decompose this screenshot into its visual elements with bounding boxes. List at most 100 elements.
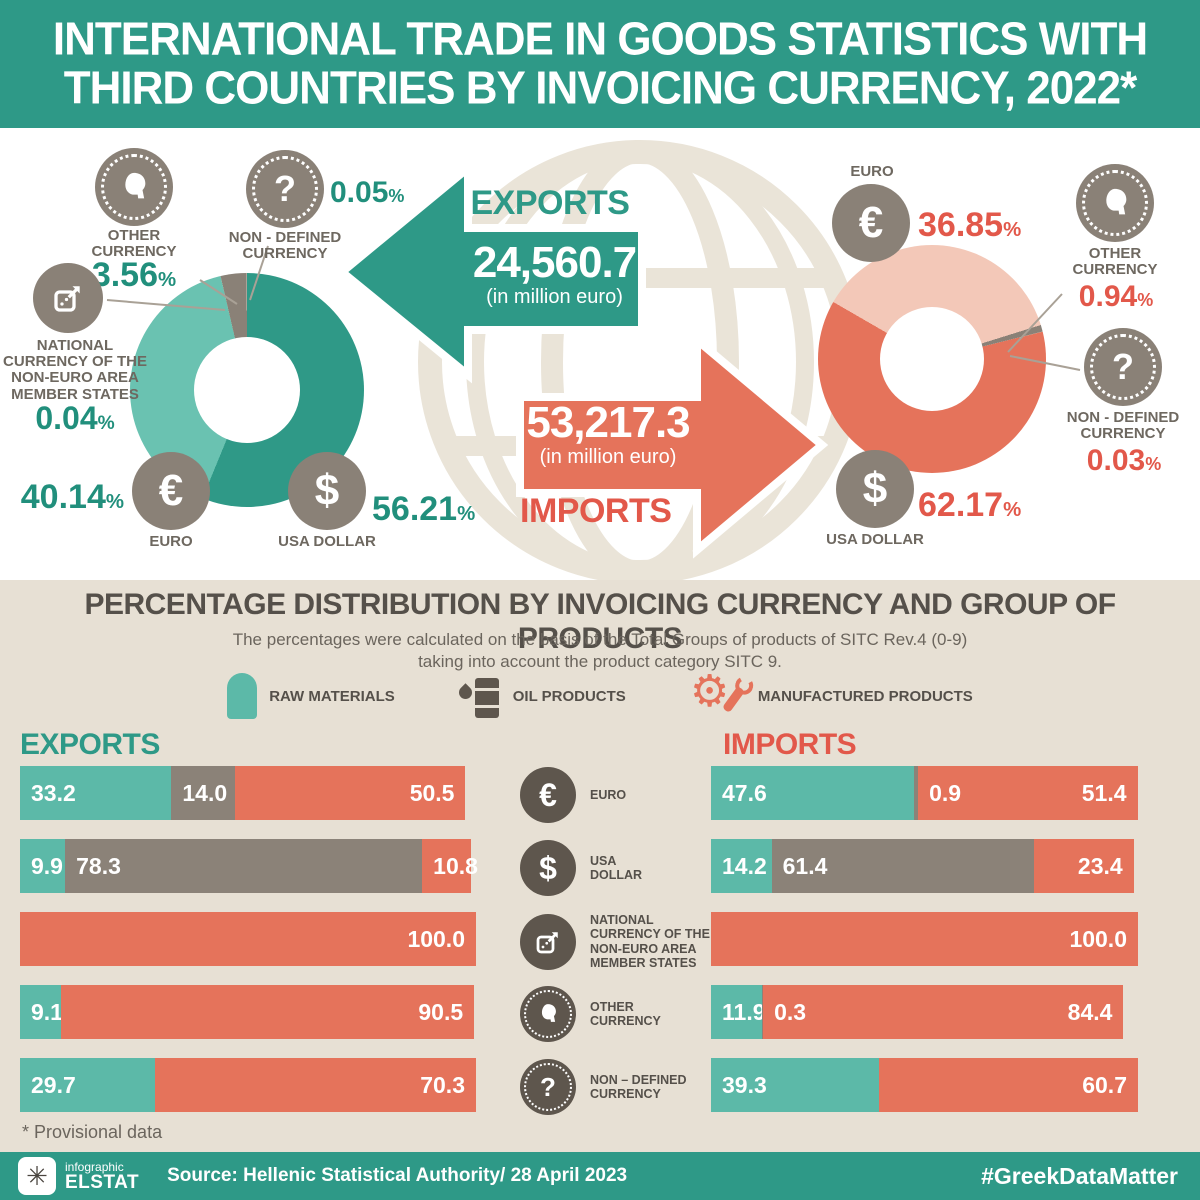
- bar-segment-oil: 61.4: [771, 839, 1034, 893]
- currency-label: OTHER CURRENCY: [590, 999, 661, 1028]
- stacked-bar-row: 11.9 0.3 84.4: [711, 985, 1124, 1039]
- imports-euro-value: 36.85%: [918, 206, 1022, 244]
- bar-value-label: 100.0: [1069, 925, 1127, 952]
- bar-segment-raw: 29.7: [20, 1058, 156, 1112]
- exports-other-currency-label: OTHER CURRENCY: [91, 227, 177, 261]
- bar-segment-man: 100.0: [711, 912, 1138, 966]
- bar-segment-raw: 14.2: [711, 839, 772, 893]
- bar-value-label: 61.4: [782, 852, 828, 879]
- elstat-logo: ✳: [18, 1157, 56, 1195]
- hashtag-text: #GreekDataMatter: [981, 1162, 1178, 1189]
- imports-usd-value: 62.17%: [918, 486, 1022, 524]
- bar-value-label: 100.0: [407, 925, 465, 952]
- exports-euro-value: 40.14%: [20, 478, 124, 516]
- imports-flow-note: (in million euro): [539, 446, 677, 468]
- exports-national-currency-value: 0.04%: [35, 400, 115, 436]
- imports-non-defined-value: 0.03%: [1086, 444, 1162, 477]
- bar-value-label: 39.3: [722, 1071, 767, 1098]
- stacked-bar-row: 9.9 78.3 10.8: [20, 839, 478, 893]
- bar-value-label: 14.2: [722, 852, 767, 879]
- bar-value-label: 33.2: [31, 779, 76, 806]
- bar-value-label: 90.5: [418, 998, 464, 1025]
- exports-bars-heading: EXPORTS: [20, 728, 160, 761]
- head-profile-glyph: [125, 172, 146, 199]
- bar-value-label: 9.1: [31, 998, 63, 1025]
- page-title-line2: THIRD COUNTRIES BY INVOICING CURRENCY, 2…: [63, 62, 1137, 115]
- exports-donut-hole: [194, 337, 300, 443]
- exports-flow-heading: EXPORTS: [470, 184, 630, 222]
- bar-segment-oil: [914, 766, 919, 820]
- bar-segment-man: 10.8: [422, 839, 478, 893]
- bar-value-label: 9.9: [31, 852, 63, 879]
- imports-flow-heading: IMPORTS: [520, 492, 672, 530]
- legend-label: RAW MATERIALS: [269, 687, 395, 705]
- bar-segment-man: 60.7: [878, 1058, 1138, 1112]
- bar-segment-man: 90.5: [61, 985, 475, 1039]
- page-title-line1: INTERNATIONAL TRADE IN GOODS STATISTICS …: [52, 13, 1148, 65]
- product-groups-legend: RAW MATERIALS OIL PRODUCTS ⚙ MANUFACTURE…: [0, 668, 1200, 720]
- manufactured-products-icon: ⚙: [690, 668, 746, 720]
- bar-value-label: 0.3: [774, 998, 807, 1025]
- elstat-star-icon: ✳: [26, 1160, 48, 1191]
- bar-segment-raw: 9.1: [20, 985, 63, 1039]
- other-currency-icon: [95, 148, 173, 226]
- bar-segment-man: 0.3 84.4: [763, 985, 1124, 1039]
- imports-euro-label: EURO: [850, 163, 894, 180]
- currency-row-euro: € EURO: [520, 767, 720, 823]
- bar-value-label: 0.9: [929, 779, 962, 806]
- elstat-brand: infographic ELSTAT: [65, 1161, 139, 1192]
- legend-oil-products: OIL PRODUCTS: [456, 672, 626, 720]
- non-defined-currency-icon-small: ?: [520, 1059, 576, 1115]
- bar-segment-oil: [761, 985, 764, 1039]
- imports-usd-label: USA DOLLAR: [826, 531, 924, 548]
- bar-value-label: 78.3: [76, 852, 121, 879]
- bar-segment-man: 23.4: [1033, 839, 1134, 893]
- stacked-bar-row: 14.2 61.4 23.4: [711, 839, 1134, 893]
- stacked-bar-row: 39.3 60.7: [711, 1058, 1138, 1112]
- imports-other-currency-value: 0.94%: [1078, 280, 1154, 313]
- exports-flow-value: 24,560.7: [472, 238, 637, 287]
- exports-other-currency-value: 3.56%: [91, 256, 177, 294]
- exports-national-currency-label: NATIONAL CURRENCY OF THE NON-EURO AREA M…: [3, 337, 147, 403]
- euro-icon: €: [132, 452, 210, 530]
- currency-row-national: NATIONAL CURRENCY OF THE NON-EURO AREA M…: [520, 913, 720, 971]
- currency-row-non-defined: ? NON – DEFINED CURRENCY: [520, 1059, 720, 1115]
- bar-value-label: 50.5: [409, 779, 455, 806]
- stacked-bar-row: 33.2 14.0 50.5: [20, 766, 466, 820]
- imports-donut-hole: [880, 307, 984, 411]
- bar-value-label: 84.4: [1067, 998, 1113, 1025]
- head-profile-glyph: [541, 1004, 556, 1022]
- bar-value-label: 51.4: [1081, 779, 1127, 806]
- box-external-arrow-glyph: [536, 932, 558, 954]
- stacked-bar-row: 100.0: [711, 912, 1138, 966]
- brand-top: infographic: [65, 1159, 124, 1174]
- brand-name: ELSTAT: [65, 1171, 140, 1193]
- bar-segment-raw: 47.6: [711, 766, 915, 820]
- usa-dollar-icon: $: [288, 452, 366, 530]
- currency-label: EURO: [590, 787, 627, 802]
- box-external-arrow-glyph: [54, 286, 80, 312]
- bar-value-label: 10.8: [433, 852, 478, 879]
- euro-icon-imports: €: [832, 184, 910, 262]
- bar-value-label: 70.3: [420, 1071, 465, 1098]
- oil-products-icon: [456, 672, 501, 720]
- bar-value-label: 11.9: [722, 998, 766, 1025]
- currency-row-other: OTHER CURRENCY: [520, 986, 680, 1042]
- section-title: PERCENTAGE DISTRIBUTION BY INVOICING CUR…: [84, 588, 1116, 655]
- euro-icon-small: €: [520, 767, 576, 823]
- other-currency-icon-imports: [1076, 164, 1154, 242]
- bar-value-label: 29.7: [31, 1071, 76, 1098]
- non-defined-currency-icon: ?: [246, 150, 324, 228]
- stacked-bar-row: 29.7 70.3: [20, 1058, 476, 1112]
- national-currency-icon-small: [520, 913, 576, 970]
- bar-segment-raw: 33.2: [20, 766, 172, 820]
- source-text: Source: Hellenic Statistical Authority/ …: [167, 1165, 628, 1186]
- header-banner: INTERNATIONAL TRADE IN GOODS STATISTICS …: [0, 0, 1200, 128]
- stacked-bar-row: 47.6 0.9 51.4: [711, 766, 1138, 820]
- legend-manufactured-products: ⚙ MANUFACTURED PRODUCTS: [690, 668, 973, 720]
- currency-label: NATIONAL CURRENCY OF THE NON-EURO AREA M…: [590, 913, 710, 971]
- bar-segment-man: 70.3: [155, 1058, 476, 1112]
- imports-donut-chart: [818, 245, 1046, 473]
- currency-label: USA DOLLAR: [590, 853, 643, 882]
- exports-flow-note: (in million euro): [486, 286, 623, 308]
